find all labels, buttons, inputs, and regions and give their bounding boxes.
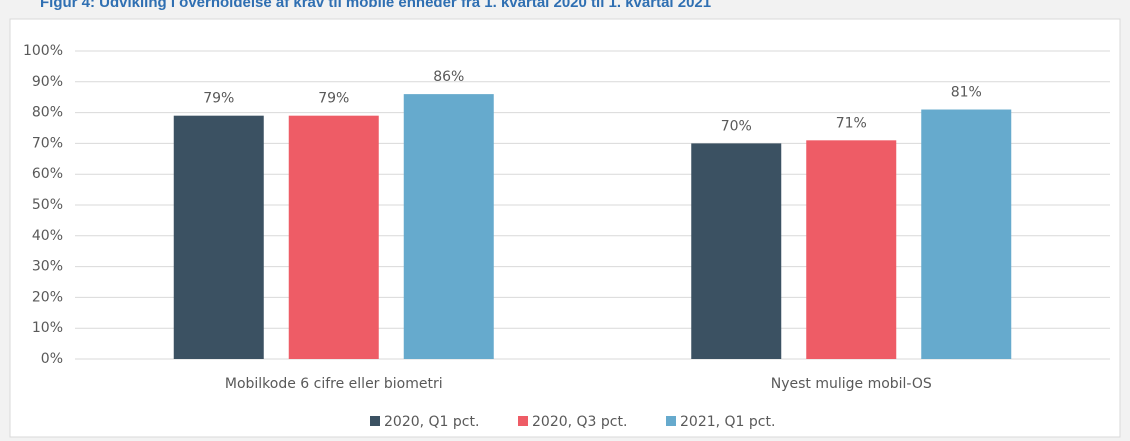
chart-title: Figur 4: Udvikling i overholdelse af kra… <box>40 0 711 11</box>
y-tick-label: 70% <box>32 135 63 151</box>
bar <box>921 109 1012 360</box>
bar <box>403 94 494 360</box>
bar <box>288 115 379 360</box>
y-tick-label: 100% <box>23 43 63 59</box>
y-tick-label: 30% <box>32 259 63 275</box>
data-label: 79% <box>203 91 234 107</box>
y-tick-label: 50% <box>32 197 63 213</box>
y-tick-label: 20% <box>32 289 63 305</box>
y-tick-label: 90% <box>32 74 63 90</box>
bar <box>691 143 782 359</box>
legend-swatch <box>370 416 380 426</box>
bar <box>806 140 897 359</box>
legend-swatch <box>518 416 528 426</box>
x-tick-label: Nyest mulige mobil-OS <box>771 376 932 392</box>
legend-label: 2020, Q1 pct. <box>384 414 479 430</box>
x-tick-label: Mobilkode 6 cifre eller biometri <box>225 376 443 392</box>
y-tick-label: 40% <box>32 228 63 244</box>
data-label: 81% <box>951 85 982 101</box>
y-tick-label: 0% <box>41 351 63 367</box>
data-label: 71% <box>836 115 867 131</box>
y-tick-label: 80% <box>32 105 63 121</box>
legend-label: 2021, Q1 pct. <box>680 414 775 430</box>
y-tick-label: 10% <box>32 320 63 336</box>
data-label: 70% <box>721 118 752 134</box>
y-tick-label: 60% <box>32 166 63 182</box>
legend-swatch <box>666 416 676 426</box>
legend-label: 2020, Q3 pct. <box>532 414 627 430</box>
bar <box>173 115 264 360</box>
data-label: 86% <box>433 69 464 85</box>
data-label: 79% <box>318 91 349 107</box>
